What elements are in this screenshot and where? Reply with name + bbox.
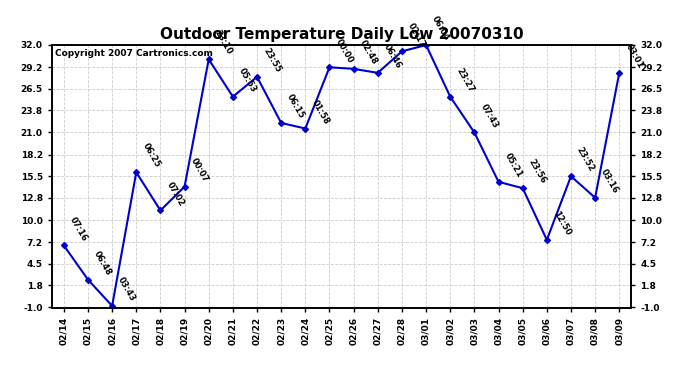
Text: 06:25: 06:25 [141, 142, 161, 170]
Text: 07:02: 07:02 [165, 180, 186, 208]
Text: 06:46: 06:46 [382, 42, 403, 70]
Text: 06:15: 06:15 [286, 93, 306, 120]
Text: 23:52: 23:52 [575, 146, 596, 174]
Text: 05:53: 05:53 [237, 66, 258, 94]
Text: 05:21: 05:21 [503, 152, 524, 179]
Text: 00:00: 00:00 [334, 37, 355, 64]
Text: 02:48: 02:48 [358, 39, 379, 66]
Text: 06:04: 06:04 [431, 15, 451, 42]
Text: 07:16: 07:16 [68, 215, 89, 243]
Text: 12:50: 12:50 [551, 210, 572, 237]
Text: 23:27: 23:27 [455, 66, 475, 94]
Text: 23:10: 23:10 [213, 29, 234, 57]
Text: Copyright 2007 Cartronics.com: Copyright 2007 Cartronics.com [55, 49, 213, 58]
Text: 01:58: 01:58 [310, 98, 331, 126]
Text: 06:48: 06:48 [92, 249, 113, 277]
Text: 07:43: 07:43 [479, 102, 500, 130]
Text: 23:56: 23:56 [527, 158, 548, 185]
Text: 02:17: 02:17 [406, 21, 427, 49]
Text: 03:01: 03:01 [624, 43, 644, 70]
Text: 00:07: 00:07 [189, 156, 210, 184]
Text: 23:55: 23:55 [262, 46, 282, 74]
Text: 03:43: 03:43 [117, 276, 137, 303]
Text: 03:16: 03:16 [600, 167, 620, 195]
Title: Outdoor Temperature Daily Low 20070310: Outdoor Temperature Daily Low 20070310 [160, 27, 523, 42]
